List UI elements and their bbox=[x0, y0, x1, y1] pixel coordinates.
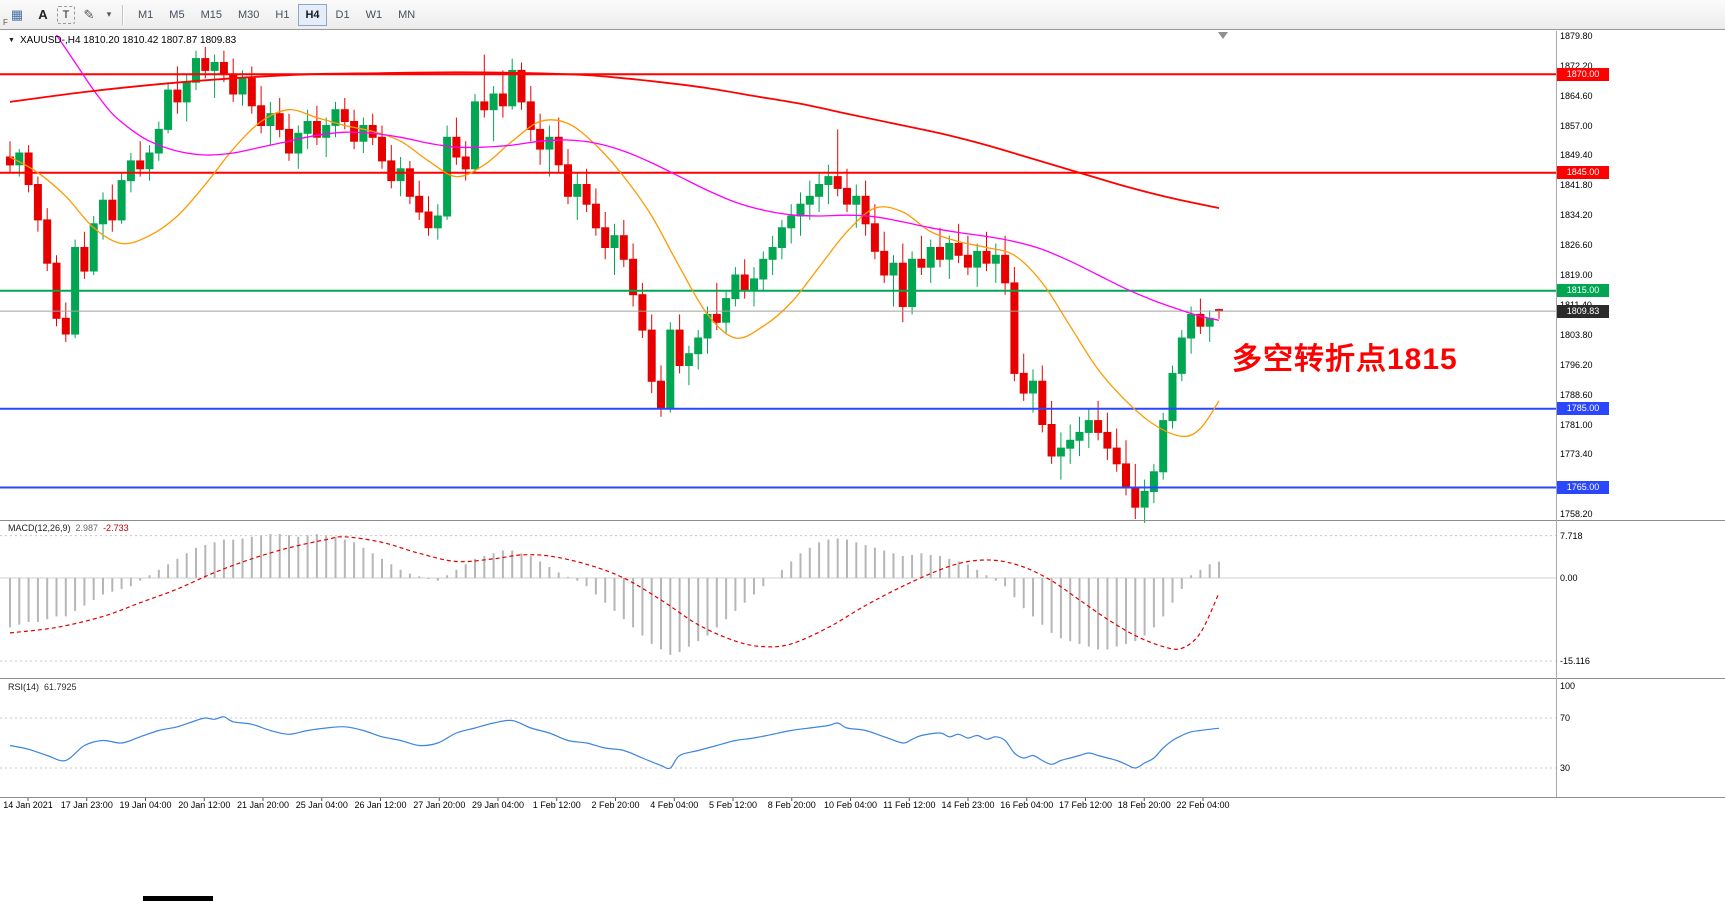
font-tool-icon[interactable]: A bbox=[38, 7, 48, 22]
macd-axis-label: 7.718 bbox=[1560, 530, 1583, 541]
time-axis-label: 21 Jan 20:00 bbox=[236, 800, 290, 810]
rsi-label-text: RSI(14) bbox=[8, 682, 40, 692]
price-axis-tick: 1781.00 bbox=[1560, 419, 1593, 430]
price-axis-tick: 1879.80 bbox=[1560, 30, 1593, 41]
chart-shift-marker-icon[interactable] bbox=[1218, 32, 1228, 39]
price-axis-tick: 1803.80 bbox=[1560, 329, 1593, 340]
time-axis-label: 16 Feb 04:00 bbox=[1000, 800, 1054, 810]
timeframe-button-mn[interactable]: MN bbox=[398, 8, 416, 21]
time-axis-label: 22 Feb 04:00 bbox=[1176, 800, 1230, 810]
price-axis-tick: 1834.20 bbox=[1560, 210, 1593, 221]
time-axis-label: 11 Feb 12:00 bbox=[883, 800, 936, 810]
time-axis-label: 8 Feb 20:00 bbox=[767, 800, 816, 810]
price-axis-tick: 1796.20 bbox=[1560, 359, 1593, 370]
timeframe-button-h4[interactable]: H4 bbox=[298, 3, 327, 26]
time-axis-label: 14 Jan 2021 bbox=[3, 800, 53, 810]
timeframe-button-m5[interactable]: M5 bbox=[169, 8, 185, 21]
macd-label-text: MACD(12,26,9) bbox=[8, 523, 71, 533]
price-level-badge-1785.00: 1785.00 bbox=[1557, 402, 1609, 416]
collapse-triangle-icon[interactable]: ▼ bbox=[8, 37, 15, 44]
price-axis-border bbox=[1556, 31, 1557, 797]
chart-title-text: XAUUSD-,H4 1810.20 1810.42 1807.87 1809.… bbox=[19, 35, 237, 46]
macd-axis-label: -15.116 bbox=[1560, 656, 1590, 666]
timeframe-button-w1[interactable]: W1 bbox=[365, 8, 383, 21]
timeframe-button-h1[interactable]: H1 bbox=[275, 8, 290, 21]
timeframe-button-m30[interactable]: M30 bbox=[237, 8, 260, 21]
time-axis-label: 1 Feb 12:00 bbox=[532, 800, 581, 810]
time-axis-label: 20 Jan 12:00 bbox=[178, 800, 231, 810]
draw-tool-icon[interactable]: ✎ bbox=[83, 6, 95, 22]
price-axis-tick: 1872.20 bbox=[1560, 60, 1593, 71]
toolbar-f-label: F bbox=[3, 18, 8, 27]
price-level-badge-1870.00: 1870.00 bbox=[1557, 67, 1609, 81]
timeframe-toolbar: M1 M5 M15 M30 H1 H4 D1 W1 MN bbox=[130, 3, 423, 26]
taskbar-fragment bbox=[143, 896, 213, 901]
time-axis-label: 29 Jan 04:00 bbox=[471, 800, 525, 810]
toolbar: ▦ A T ✎ ▾ M1 M5 M15 M30 H1 H4 D1 W1 MN bbox=[0, 0, 1725, 30]
chevron-down-icon[interactable]: ▾ bbox=[106, 9, 112, 19]
price-axis-tick: 1864.60 bbox=[1560, 90, 1593, 101]
panel-separator[interactable] bbox=[0, 678, 1725, 679]
time-axis-label: 26 Jan 12:00 bbox=[354, 800, 407, 810]
time-axis-label: 17 Feb 12:00 bbox=[1058, 800, 1113, 810]
price-level-badge-1765.00: 1765.00 bbox=[1557, 481, 1609, 494]
price-axis-tick: 1841.80 bbox=[1560, 180, 1593, 191]
price-level-badge-1845.00: 1845.00 bbox=[1557, 166, 1609, 180]
toolbar-separator bbox=[122, 4, 124, 25]
price-axis-tick: 1788.60 bbox=[1560, 389, 1593, 400]
time-axis-label: 5 Feb 12:00 bbox=[708, 800, 758, 810]
chart-annotation: 多空转折点1815 bbox=[1232, 343, 1458, 376]
rsi-axis-label: 30 bbox=[1560, 763, 1571, 773]
price-axis-tick: 1773.40 bbox=[1560, 449, 1593, 460]
current-price-badge: 1809.83 bbox=[1557, 304, 1609, 318]
time-axis-label: 25 Jan 04:00 bbox=[295, 800, 348, 810]
macd-value: 2.987 bbox=[75, 523, 99, 533]
time-axis-label: 27 Jan 20:00 bbox=[413, 800, 466, 810]
rsi-axis-label: 100 bbox=[1560, 681, 1576, 691]
rsi-value: 61.7925 bbox=[44, 682, 77, 692]
time-axis-label: 19 Jan 04:00 bbox=[119, 800, 172, 810]
price-axis-tick: 1849.40 bbox=[1560, 150, 1593, 161]
price-axis-tick: 1857.00 bbox=[1560, 120, 1593, 131]
macd-signal-value: -2.733 bbox=[103, 523, 129, 533]
chart-grid-icon[interactable]: ▦ bbox=[10, 6, 24, 22]
macd-indicator-label: MACD(12,26,9) 2.987 -2.733 bbox=[8, 523, 129, 533]
price-level-badge-1815.00: 1815.00 bbox=[1557, 284, 1609, 298]
timeframe-button-d1[interactable]: D1 bbox=[335, 8, 350, 21]
time-axis-label: 18 Feb 20:00 bbox=[1117, 800, 1171, 810]
timeframe-button-m15[interactable]: M15 bbox=[200, 8, 222, 21]
time-axis-label: 10 Feb 04:00 bbox=[823, 800, 878, 810]
time-axis-label: 2 Feb 20:00 bbox=[591, 800, 640, 810]
time-axis-label: 4 Feb 04:00 bbox=[650, 800, 699, 810]
text-tool-icon[interactable]: T bbox=[57, 5, 75, 24]
rsi-axis-label: 70 bbox=[1560, 713, 1571, 723]
price-axis-tick: 1758.20 bbox=[1560, 509, 1593, 520]
time-axis-label: 14 Feb 23:00 bbox=[941, 800, 995, 810]
timeframe-button-m1[interactable]: M1 bbox=[138, 8, 154, 21]
macd-axis-label: 0.00 bbox=[1560, 573, 1578, 583]
chart-title: ▼ XAUUSD-,H4 1810.20 1810.42 1807.87 180… bbox=[8, 35, 236, 46]
time-axis-border bbox=[0, 797, 1725, 798]
rsi-indicator-label: RSI(14) 61.7925 bbox=[8, 682, 77, 692]
panel-separator[interactable] bbox=[0, 520, 1725, 521]
price-axis-tick: 1819.00 bbox=[1560, 270, 1593, 280]
toolbar-icon-group: ▦ A T ✎ ▾ bbox=[4, 3, 116, 27]
time-axis-label: 17 Jan 23:00 bbox=[60, 800, 113, 810]
price-axis-tick: 1826.60 bbox=[1560, 240, 1593, 251]
